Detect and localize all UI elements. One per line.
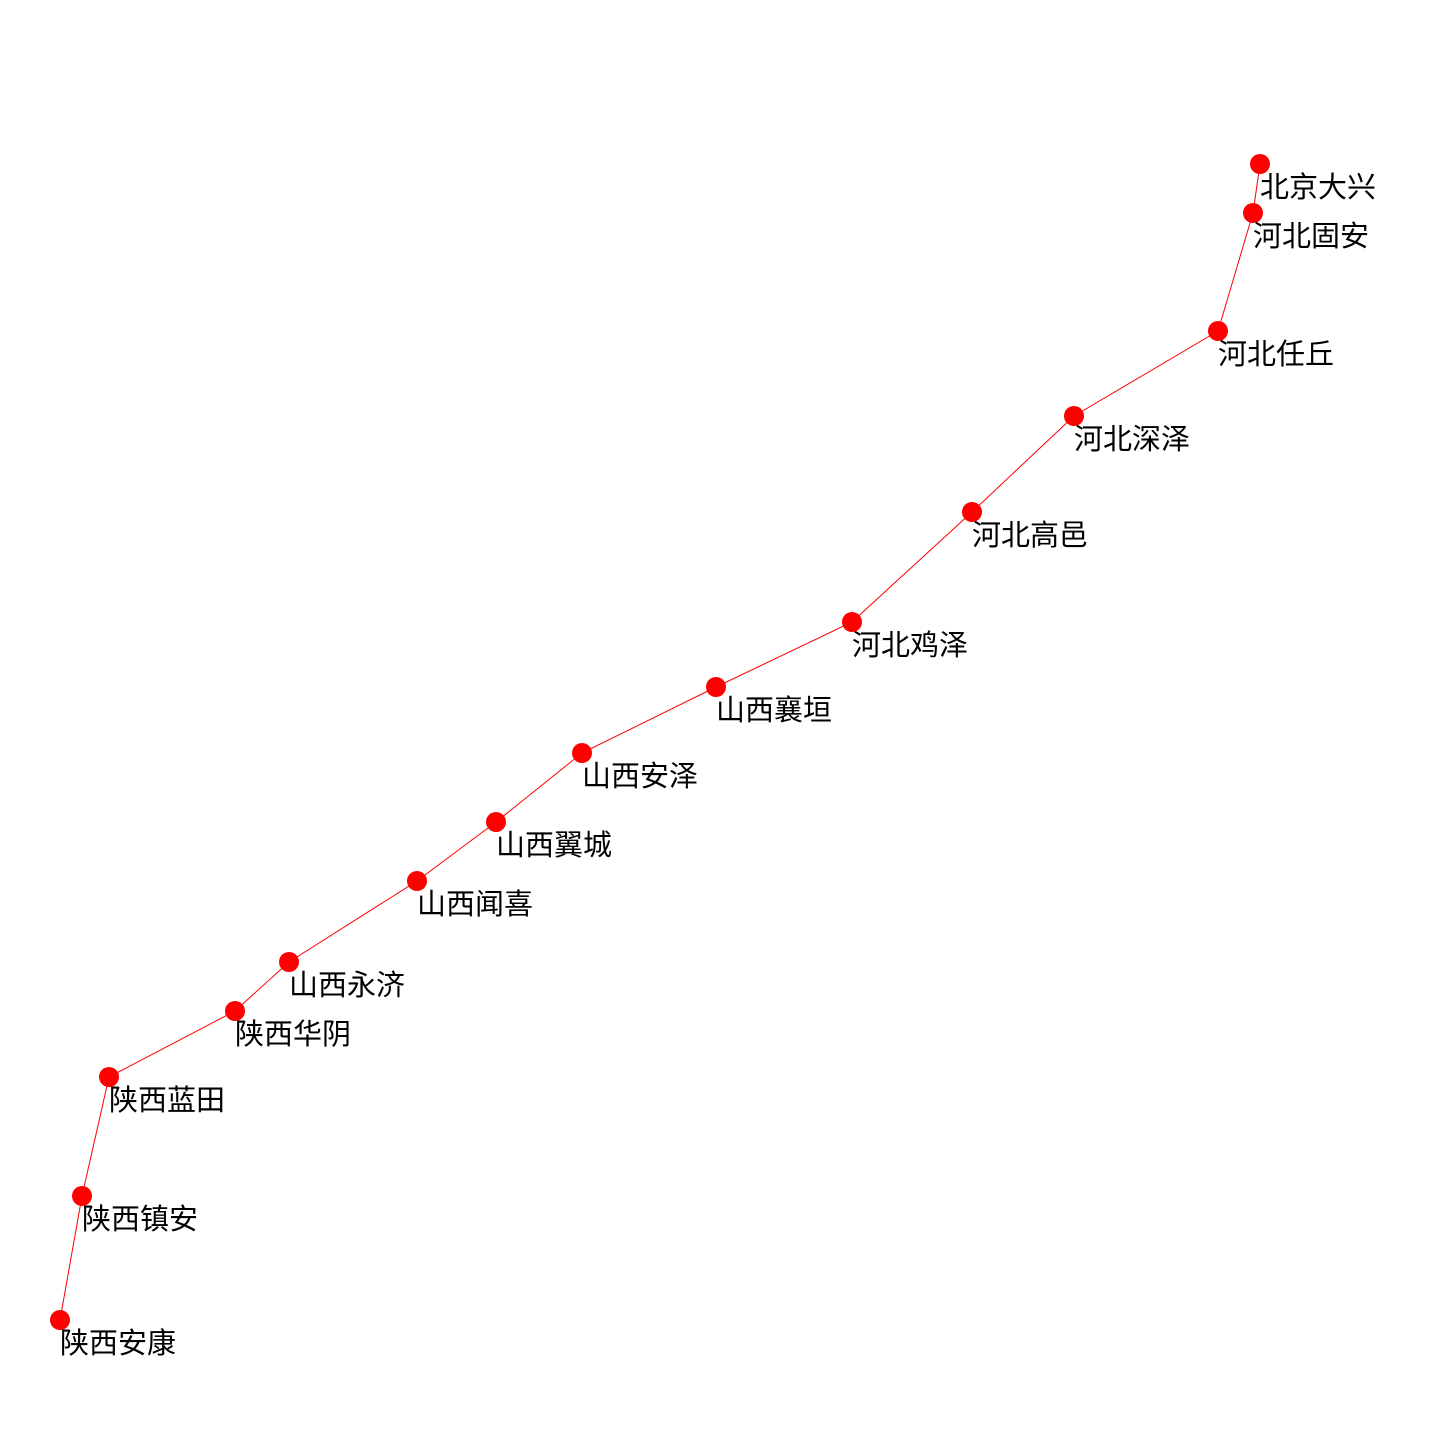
- route-edge: [495, 752, 583, 823]
- station-label-hebei-shenze: 河北深泽: [1074, 422, 1190, 456]
- station-label-shanxi-yongji: 山西永济: [289, 968, 405, 1002]
- station-node: [1250, 154, 1270, 174]
- station-label-shaanxi-lantian: 陕西蓝田: [109, 1083, 225, 1117]
- station-node: [1243, 203, 1263, 223]
- station-node: [486, 812, 506, 832]
- station-node: [50, 1310, 70, 1330]
- route-edge: [1073, 330, 1219, 417]
- route-edge: [581, 686, 717, 754]
- station-label-shanxi-wenxi: 山西闻喜: [417, 887, 533, 921]
- route-edge: [59, 1195, 83, 1321]
- station-label-shaanxi-zhenan: 陕西镇安: [82, 1202, 198, 1236]
- route-edge: [416, 821, 497, 882]
- route-edge: [1217, 212, 1254, 332]
- station-node: [962, 502, 982, 522]
- station-labels: 北京大兴 河北固安 河北任丘 河北深泽 河北高邑 河北鸡泽 山西襄垣 山西安泽 …: [60, 170, 1376, 1360]
- station-label-hebei-jize: 河北鸡泽: [852, 628, 968, 662]
- station-node: [279, 952, 299, 972]
- station-node: [706, 677, 726, 697]
- station-label-shanxi-anze: 山西安泽: [582, 759, 698, 793]
- station-node: [842, 612, 862, 632]
- station-node: [1064, 406, 1084, 426]
- station-label-hebei-gaoyi: 河北高邑: [972, 518, 1088, 552]
- route-edge: [108, 1010, 236, 1078]
- route-edge: [234, 961, 290, 1012]
- route-edge: [288, 880, 418, 963]
- station-label-beijing-daxing: 北京大兴: [1260, 170, 1376, 204]
- station-node: [225, 1001, 245, 1021]
- station-label-shaanxi-ankang: 陕西安康: [60, 1326, 176, 1360]
- station-node: [99, 1067, 119, 1087]
- station-node: [407, 871, 427, 891]
- station-node: [1208, 321, 1228, 341]
- route-edge: [971, 415, 1075, 513]
- station-nodes: [50, 154, 1270, 1330]
- route-edge: [81, 1076, 110, 1197]
- station-label-shanxi-xiangyuan: 山西襄垣: [716, 693, 832, 727]
- route-edge: [715, 621, 853, 688]
- station-node: [72, 1186, 92, 1206]
- route-edges: [59, 163, 1261, 1321]
- station-label-hebei-renqiu: 河北任丘: [1218, 337, 1334, 371]
- station-label-shaanxi-huayin: 陕西华阴: [235, 1017, 351, 1051]
- station-label-hebei-guan: 河北固安: [1253, 219, 1369, 253]
- station-node: [572, 743, 592, 763]
- station-label-shanxi-yicheng: 山西翼城: [496, 828, 612, 862]
- route-edge: [851, 511, 973, 623]
